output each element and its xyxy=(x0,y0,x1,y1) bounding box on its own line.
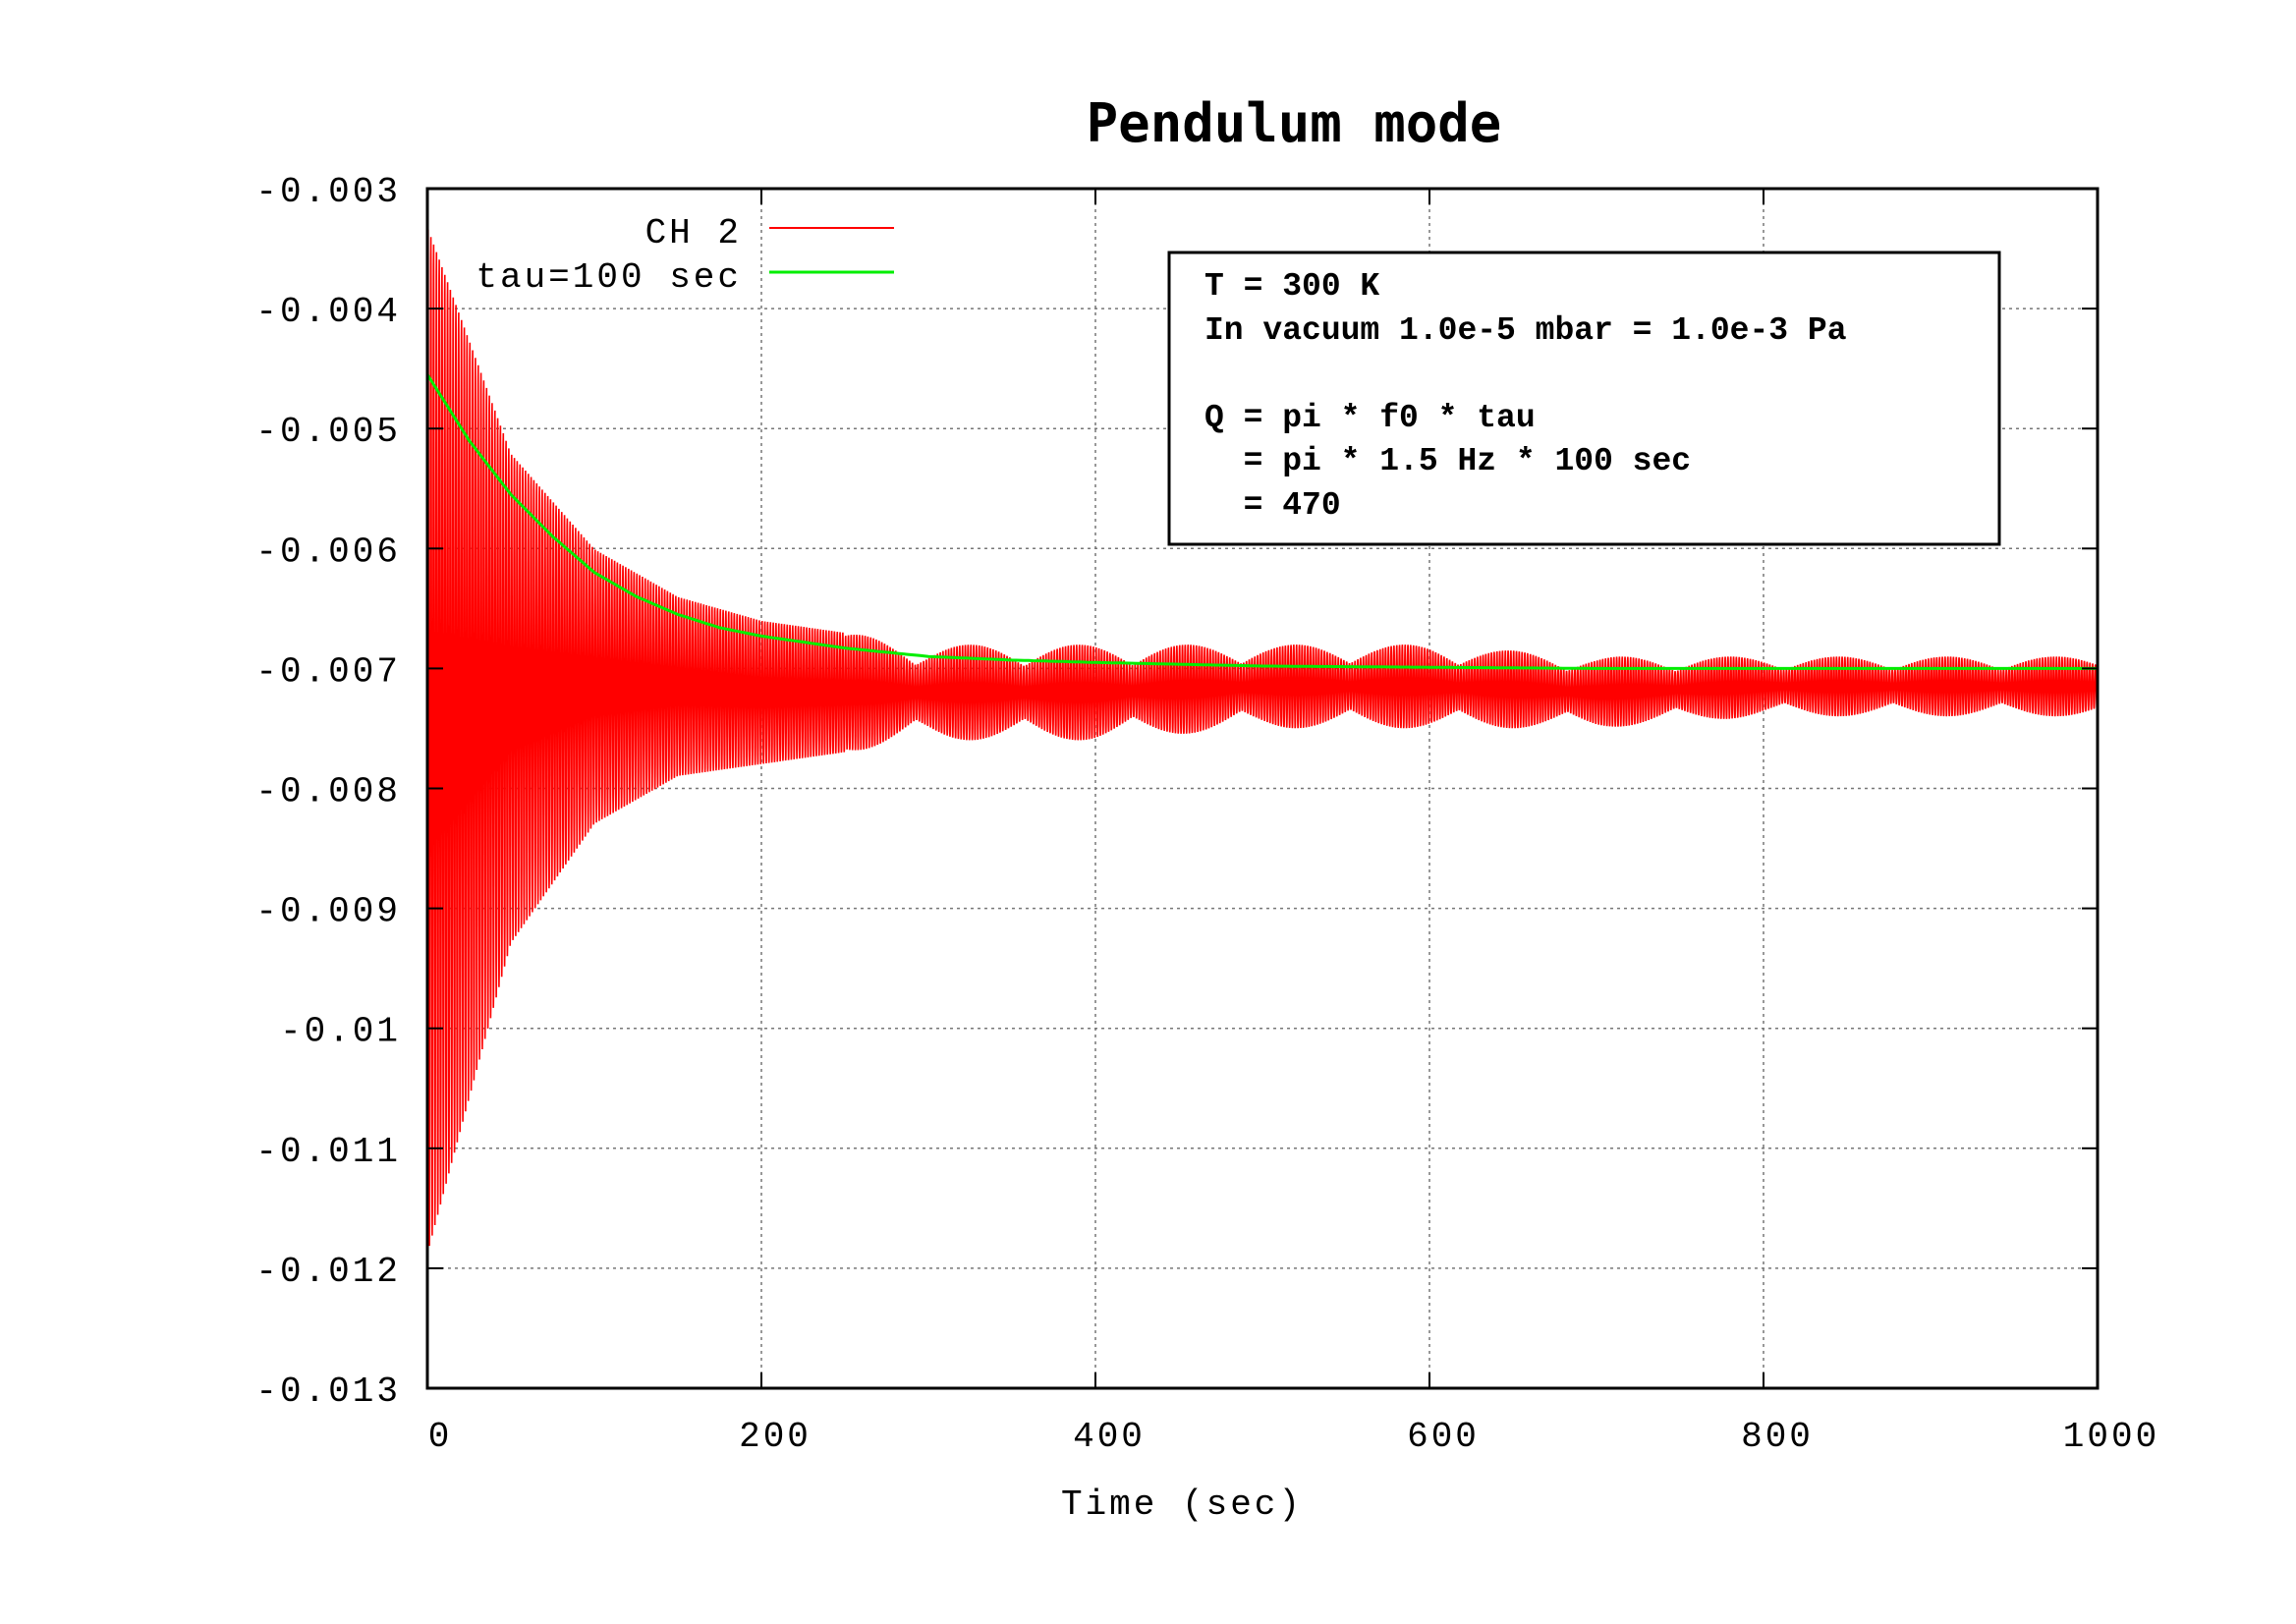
y-tick-label: -0.01 xyxy=(280,1012,401,1052)
x-tick-label: 400 xyxy=(1073,1417,1146,1457)
x-tick-label: 1000 xyxy=(2063,1417,2159,1457)
series-tau-line xyxy=(425,373,2098,670)
y-tick-label: -0.003 xyxy=(255,172,401,212)
y-tick-label: -0.008 xyxy=(255,772,401,812)
y-tick-labels: -0.003 -0.004 -0.005 -0.006 -0.007 -0.008 -0.0… xyxy=(255,172,401,1412)
annotation-line-2: In vacuum 1.0e-5 mbar = 1.0e-3 Pa xyxy=(1204,312,1847,349)
plot-traces xyxy=(425,229,2099,1247)
series-ch2-line xyxy=(426,229,2099,1247)
annotation-line-1: T = 300 K xyxy=(1204,268,1379,305)
x-axis-label: Time (sec) xyxy=(1061,1484,1303,1525)
annotation-line-4: Q = pi * f0 * tau xyxy=(1204,400,1536,436)
annotation-line-5: = pi * 1.5 Hz * 100 sec xyxy=(1204,443,1691,479)
annotation-frame xyxy=(1167,251,2001,546)
x-tick-label: 0 xyxy=(428,1417,453,1457)
chart-title: Pendulum mode xyxy=(1087,92,1502,154)
x-tick-label: 200 xyxy=(739,1417,812,1457)
y-tick-label: -0.011 xyxy=(255,1132,401,1172)
y-tick-label: -0.009 xyxy=(255,892,401,932)
y-tick-label: -0.004 xyxy=(255,292,401,332)
x-tick-labels: 0 200 400 600 800 1000 xyxy=(428,1417,2159,1457)
x-tick-label: 800 xyxy=(1741,1417,1814,1457)
y-tick-label: -0.013 xyxy=(255,1372,401,1412)
legend-label-tau: tau=100 sec xyxy=(476,257,742,298)
x-tick-label: 600 xyxy=(1407,1417,1480,1457)
y-tick-label: -0.012 xyxy=(255,1252,401,1292)
y-tick-label: -0.007 xyxy=(255,651,401,692)
annotation-box: T = 300 K In vacuum 1.0e-5 mbar = 1.0e-3… xyxy=(1167,251,2001,546)
y-tick-label: -0.005 xyxy=(255,412,401,452)
annotation-line-6: = 470 xyxy=(1204,487,1341,524)
axis-ticks xyxy=(426,188,2099,1389)
legend: CH 2 tau=100 sec xyxy=(476,213,894,298)
y-tick-label: -0.006 xyxy=(255,532,401,572)
legend-label-ch2: CH 2 xyxy=(645,213,742,253)
